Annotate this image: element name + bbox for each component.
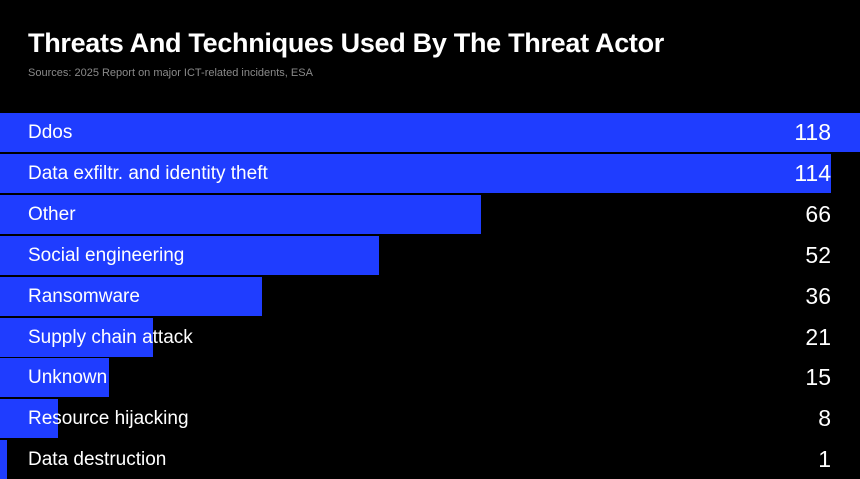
bar-row: Other 66 xyxy=(0,194,860,234)
bar-label: Ddos xyxy=(28,122,73,143)
bar-label: Unknown xyxy=(28,367,108,389)
bar-value: 118 xyxy=(794,119,831,145)
chart-subtitle: Sources: 2025 Report on major ICT-relate… xyxy=(28,67,313,79)
bar xyxy=(0,440,8,479)
bar xyxy=(0,399,59,439)
bar-value: 66 xyxy=(805,200,831,227)
bar-row: Unknown 15 xyxy=(0,358,860,398)
bar-value: 15 xyxy=(805,364,831,391)
bar-label: Supply chain attack xyxy=(28,326,193,348)
bar-row: Ddos 118 xyxy=(0,113,860,152)
bar-value: 8 xyxy=(818,405,831,432)
bar-value: 52 xyxy=(805,241,831,268)
bar-value: 114 xyxy=(794,159,831,186)
bar-value: 1 xyxy=(818,446,831,473)
chart-title: Threats And Techniques Used By The Threa… xyxy=(28,28,665,58)
bar-label: Data destruction xyxy=(28,449,167,471)
bar xyxy=(0,194,482,234)
bar xyxy=(0,358,110,398)
bar-label: Other xyxy=(28,203,76,225)
bar-label: Resource hijacking xyxy=(28,408,189,430)
bar xyxy=(0,113,860,152)
bar-row: Social engineering 52 xyxy=(0,235,860,275)
bar xyxy=(0,153,831,193)
bar-label: Data exfiltr. and identity theft xyxy=(28,162,268,184)
bar-row: Data exfiltr. and identity theft 114 xyxy=(0,153,860,193)
bar-label: Ransomware xyxy=(28,285,140,307)
bar-row: Supply chain attack 21 xyxy=(0,317,860,357)
bar-label: Social engineering xyxy=(28,244,185,266)
bar-row: Ransomware 36 xyxy=(0,276,860,316)
bar-value: 21 xyxy=(805,323,831,350)
bar-row: Resource hijacking 8 xyxy=(0,399,860,439)
bar-value: 36 xyxy=(805,282,831,309)
bar xyxy=(0,317,154,357)
bar-row: Data destruction 1 xyxy=(0,440,860,479)
bar xyxy=(0,235,379,275)
bar xyxy=(0,276,263,316)
